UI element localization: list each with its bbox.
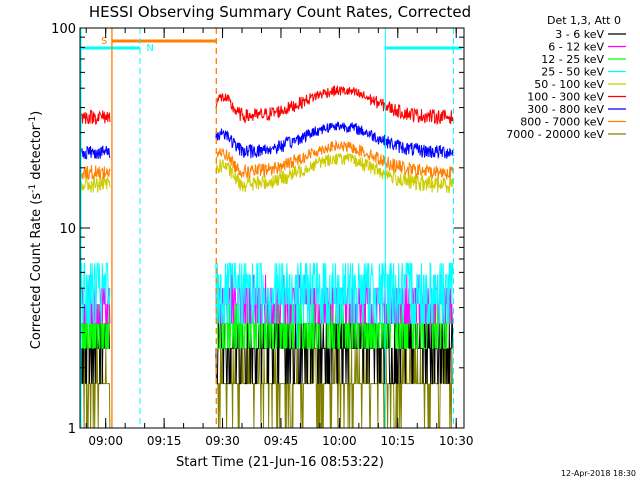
y-tick-label: 10 <box>59 222 76 237</box>
x-tick-label: 10:15 <box>380 434 415 448</box>
series-800-7000-kev <box>79 139 454 181</box>
x-tick-label: 09:45 <box>264 434 299 448</box>
x-tick-label: 10:30 <box>439 434 474 448</box>
legend-label-100-300-kev: 100 - 300 keV <box>527 91 604 104</box>
legend-label-12-25-kev: 12 - 25 keV <box>541 53 604 66</box>
legend-label-7000-20000-kev: 7000 - 20000 keV <box>506 128 604 141</box>
chart-title: HESSI Observing Summary Count Rates, Cor… <box>89 3 471 21</box>
x-tick-label: 09:30 <box>205 434 240 448</box>
y-axis-label: Corrected Count Rate (s-1 detector-1) <box>28 111 44 349</box>
x-axis-label: Start Time (21-Jun-16 08:53:22) <box>176 455 384 470</box>
legend-label-50-100-kev: 50 - 100 keV <box>534 78 604 91</box>
legend-label-6-12-kev: 6 - 12 keV <box>548 41 604 54</box>
legend-label-800-7000-kev: 800 - 7000 keV <box>520 116 604 129</box>
legend-label-300-800-kev: 300 - 800 keV <box>527 103 604 116</box>
marker-label-n: N <box>146 43 153 54</box>
y-tick-label: 1 <box>68 422 76 437</box>
series-50-100-kev <box>79 152 454 194</box>
plot-area: S N 1 10 100 09:00 09:15 09:30 09:45 10:00 10:15 10… <box>51 22 473 448</box>
y-tick-label: 100 <box>51 22 76 37</box>
legend-label-3-6-kev: 3 - 6 keV <box>555 28 604 41</box>
series-100-300-kev <box>79 85 454 125</box>
footer-date: 12-Apr-2018 18:30 <box>561 469 636 478</box>
series-300-800-kev <box>79 121 454 160</box>
legend-label-25-50-kev: 25 - 50 keV <box>541 66 604 79</box>
series-25-50-kev <box>79 262 454 349</box>
x-tick-label: 10:00 <box>322 434 357 448</box>
legend-header: Det 1,3, Att 0 <box>547 14 621 27</box>
x-tick-label: 09:15 <box>147 434 182 448</box>
x-tick-label: 09:00 <box>88 434 123 448</box>
marker-label-s: S <box>101 36 107 47</box>
